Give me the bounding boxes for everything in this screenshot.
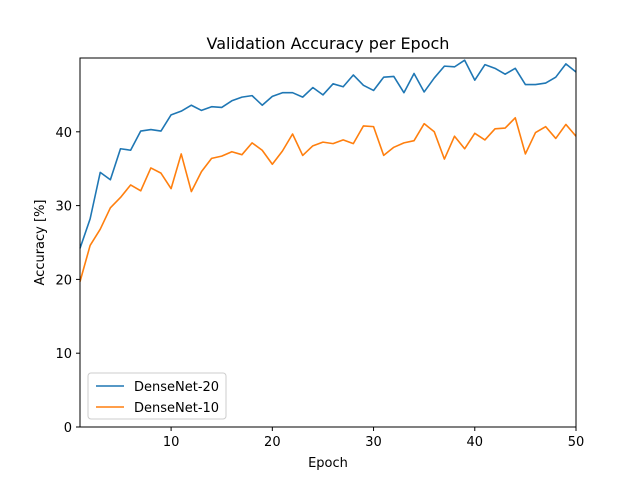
y-axis-ticks: 0 10 20 30 40 <box>55 126 80 436</box>
series-line-1 <box>79 59 577 249</box>
y-axis-label: Accuracy [%] <box>33 200 48 286</box>
x-tick-label: 30 <box>365 435 382 450</box>
y-tick-label: 40 <box>55 126 72 141</box>
y-tick-label: 20 <box>55 273 72 288</box>
x-axis-label: Epoch <box>308 456 348 471</box>
series-layer <box>79 59 577 282</box>
x-tick-label: 40 <box>467 435 484 450</box>
x-tick-label: 10 <box>163 435 180 450</box>
chart-title: Validation Accuracy per Epoch <box>207 34 450 53</box>
legend: DenseNet-20 DenseNet-10 <box>87 372 227 420</box>
series-line-2 <box>79 116 577 282</box>
plot-area: 10 20 30 40 50 0 10 20 30 40 <box>55 57 584 450</box>
y-tick-label: 10 <box>55 347 72 362</box>
x-tick-label: 50 <box>568 435 585 450</box>
legend-label-1: DenseNet-20 <box>134 380 219 395</box>
x-tick-label: 20 <box>264 435 281 450</box>
y-tick-label: 0 <box>64 421 72 436</box>
axes-frame <box>79 57 577 428</box>
x-axis-ticks: 10 20 30 40 50 <box>163 427 584 450</box>
y-tick-label: 30 <box>55 200 72 215</box>
legend-label-2: DenseNet-10 <box>134 401 219 416</box>
